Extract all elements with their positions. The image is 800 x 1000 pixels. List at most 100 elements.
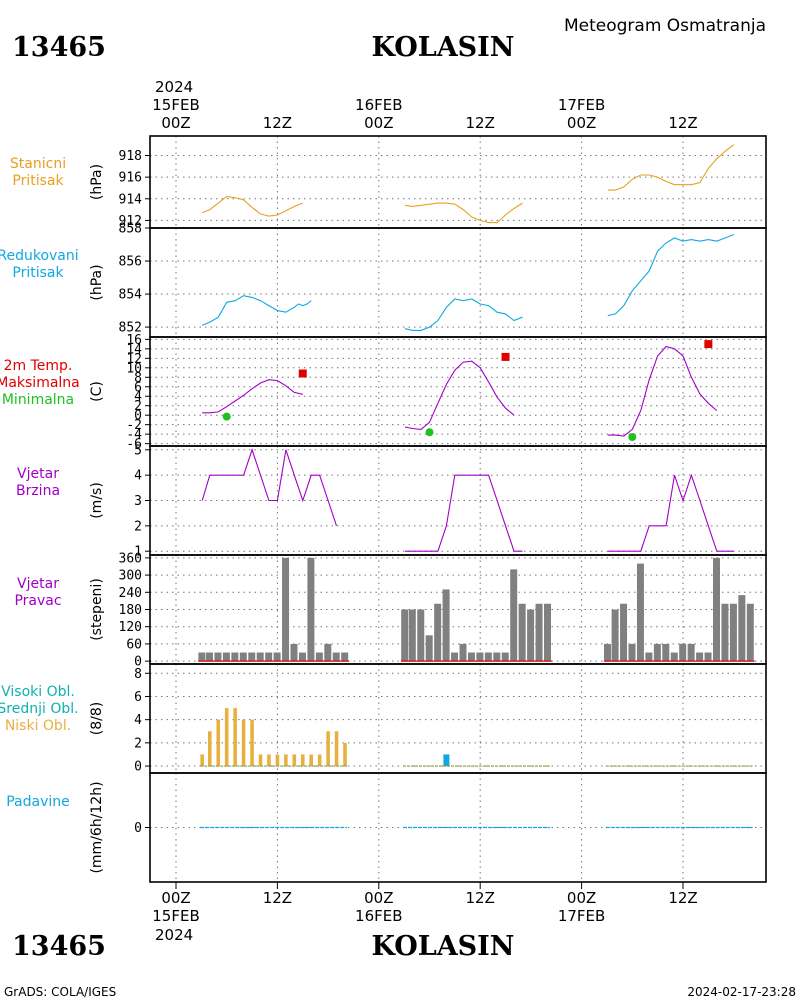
low-cloud-bar-16 <box>334 731 339 767</box>
wind-dir-bar-15 <box>324 643 332 662</box>
ytick-label: -2 <box>126 418 142 433</box>
ylabel: (C) <box>89 381 105 402</box>
panel-label-line: Srednji Obl. <box>0 701 79 717</box>
ytick-label: 120 <box>119 620 142 635</box>
wind-dir-bar-10 <box>282 557 290 662</box>
bottom-hour-label: 12Z <box>466 889 495 907</box>
wind-dir-bar-49 <box>713 557 720 662</box>
wind-dir-bar-24 <box>451 652 459 662</box>
wind-dir-bar-0 <box>198 652 206 662</box>
wind-dir-bar-19 <box>408 609 416 662</box>
station-name-top: KOLASIN <box>371 32 514 63</box>
high-cloud-bar-0 <box>443 754 450 767</box>
panels: 912914916918(hPa)StanicniPritisak8528548… <box>0 135 767 883</box>
series-line-1 <box>405 474 523 552</box>
series-line-0 <box>201 196 303 217</box>
ylabel: (m/s) <box>89 482 105 519</box>
top-hour-label: 12Z <box>466 114 495 132</box>
wind-dir-bar-4 <box>231 652 239 662</box>
ytick-label: 2 <box>134 736 142 751</box>
ytick-label: 12 <box>126 352 142 367</box>
wind-dir-bar-6 <box>248 652 256 662</box>
wind-dir-bar-31 <box>510 569 518 662</box>
panel-label-line: Stanicni <box>10 156 66 172</box>
panel-label-line: Brzina <box>16 483 60 499</box>
wind-dir-bar-41 <box>645 652 653 662</box>
top-date-label: 17FEB <box>558 96 605 114</box>
ytick-label: 918 <box>119 149 142 164</box>
series-line-2 <box>607 345 718 437</box>
low-cloud-bar-10 <box>284 754 288 767</box>
wind-dir-bar-7 <box>256 652 264 662</box>
ytick-label: 6 <box>134 380 142 395</box>
wind-dir-bar-14 <box>315 652 323 662</box>
top-date-label: 15FEB <box>152 96 199 114</box>
tmin-marker-2 <box>628 432 637 441</box>
wind-dir-bar-28 <box>484 652 492 662</box>
wind-dir-bar-44 <box>670 652 678 662</box>
ytick-label: 2 <box>134 519 142 534</box>
panel-frame <box>149 135 767 229</box>
wind-dir-bar-26 <box>467 652 475 662</box>
wind-dir-bar-18 <box>401 609 409 662</box>
wind-dir-bar-34 <box>535 603 543 662</box>
top-hour-label: 12Z <box>668 114 697 132</box>
station-id-top: 13465 <box>12 32 106 63</box>
wind-dir-bar-45 <box>679 643 687 662</box>
ytick-label: 6 <box>134 690 142 705</box>
panel-frame <box>149 772 767 883</box>
panel-precipitation: 0 (mm/6h/12h) Padavine <box>6 772 767 883</box>
bottom-hour-label: 00Z <box>567 889 596 907</box>
station-name-bottom: KOLASIN <box>371 931 514 962</box>
low-cloud-bar-12 <box>300 754 305 767</box>
meteogram-title: Meteogram Osmatranja <box>564 16 766 36</box>
panel-label-line: Maksimalna <box>0 375 80 391</box>
series-line-1 <box>404 360 515 430</box>
ytick-label: 0 <box>134 409 142 424</box>
top-hour-label: 00Z <box>161 114 190 132</box>
low-cloud-bar-0 <box>200 754 204 767</box>
ytick-label: 854 <box>119 288 143 303</box>
ytick-label: 60 <box>126 637 142 652</box>
low-cloud-bar-2 <box>216 719 221 767</box>
panel-label-line: Padavine <box>6 794 70 810</box>
wind-dir-bar-42 <box>653 643 661 662</box>
ylabel: (mm/6h/12h) <box>89 781 105 873</box>
ytick-label: 0 <box>134 655 142 670</box>
ytick-label: 4 <box>134 469 142 484</box>
ytick-label: 16 <box>126 333 142 348</box>
series-line-1 <box>404 202 523 224</box>
ytick-label: 858 <box>119 222 142 237</box>
wind-dir-bar-21 <box>425 635 433 662</box>
year-label-bottom: 2024 <box>155 926 193 944</box>
panel-cloudiness: 0 2 4 6 8 (8/8) Visoki Obl.Srednji Obl.Niski O… <box>0 663 767 775</box>
series-line-0 <box>202 379 303 414</box>
panel-label-line: Vjetar <box>17 466 59 482</box>
tmax-marker-2 <box>704 340 713 349</box>
wind-dir-bar-16 <box>332 652 340 662</box>
panel-label-line: Vjetar <box>17 576 59 592</box>
top-hour-label: 00Z <box>567 114 596 132</box>
ylabel: (hPa) <box>89 264 105 300</box>
panel-label-line: Visoki Obl. <box>1 684 75 700</box>
bottom-hour-label: 12Z <box>668 889 697 907</box>
wind-dir-bar-3 <box>222 652 230 662</box>
low-cloud-bar-3 <box>224 708 229 767</box>
panel-label-line: 2m Temp. <box>4 358 73 374</box>
wind-dir-bar-38 <box>620 603 628 662</box>
wind-dir-bar-40 <box>636 563 644 662</box>
wind-dir-bar-29 <box>493 652 501 662</box>
tmin-marker-1 <box>425 428 434 437</box>
low-cloud-bar-7 <box>258 754 263 767</box>
ytick-label: 8 <box>134 371 142 386</box>
top-hour-label: 12Z <box>263 114 292 132</box>
ytick-label: -6 <box>126 437 142 452</box>
wind-dir-bar-1 <box>206 652 213 662</box>
ytick-label: 856 <box>119 255 142 270</box>
ylabel: (8/8) <box>89 702 105 735</box>
low-cloud-bar-8 <box>267 754 271 767</box>
wind-dir-bar-39 <box>628 643 636 662</box>
bottom-date-label: 17FEB <box>558 907 605 925</box>
wind-dir-bar-46 <box>687 643 695 662</box>
